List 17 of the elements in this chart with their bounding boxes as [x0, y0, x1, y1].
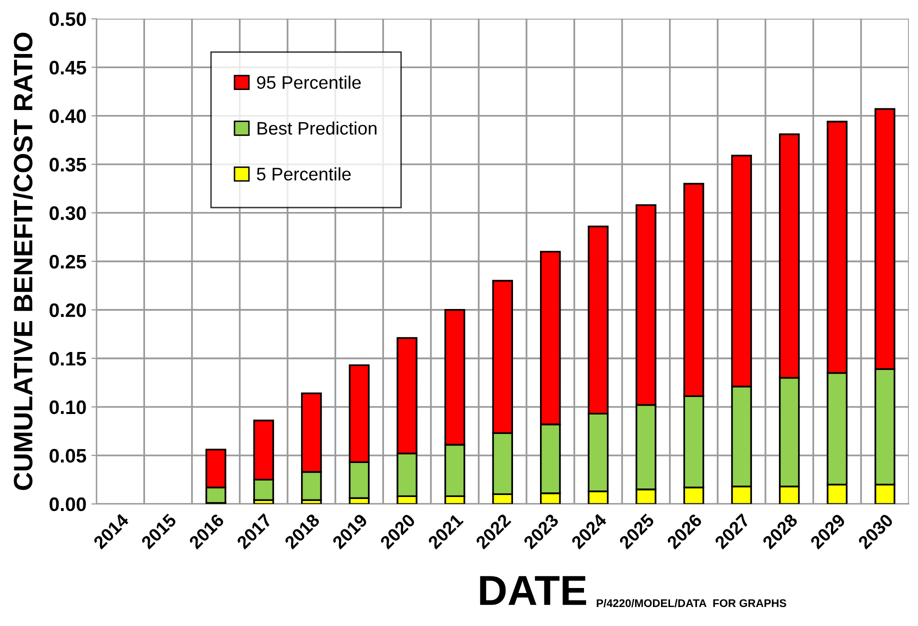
x-axis-title: DATE: [480, 576, 586, 605]
y-tick-label: 0.05: [50, 448, 86, 463]
y-tick-label: 0.45: [50, 60, 86, 75]
legend-label: Best Prediction: [258, 121, 376, 135]
y-tick-label: 0.30: [50, 206, 86, 220]
y-tick-label: 0.40: [50, 109, 86, 124]
y-tick-label: 0.15: [50, 352, 86, 366]
y-tick-label: 0.20: [50, 303, 86, 318]
y-axis-title: CUMULATIVE BENEFIT/COST RATIO: [13, 32, 33, 490]
y-tick-label: 0.10: [50, 400, 86, 414]
y-tick-label: 0.00: [50, 497, 86, 512]
y-tick-label: 0.50: [50, 12, 86, 26]
legend-label: 5 Percentile: [256, 167, 351, 181]
y-tick-label: 0.35: [50, 158, 86, 172]
y-tick-label: 0.25: [50, 254, 86, 269]
text: P/4220/MODEL/DATA FOR GRAPHS: [596, 598, 786, 608]
legend-label: 95 Percentile: [257, 76, 361, 89]
